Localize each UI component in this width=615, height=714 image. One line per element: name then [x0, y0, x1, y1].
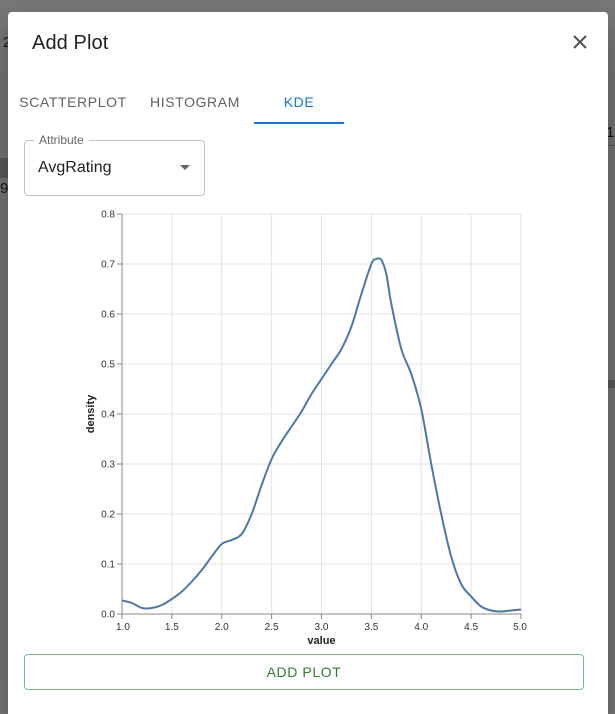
- chevron-down-icon: [180, 165, 190, 170]
- kde-density-line: [121, 257, 522, 613]
- y-tick-label: 0.0: [101, 610, 115, 621]
- add-plot-dialog: Add Plot SCATTERPLOT HISTOGRAM KDE Attri…: [8, 12, 608, 714]
- close-icon: [573, 35, 587, 49]
- tab-scatterplot[interactable]: SCATTERPLOT: [19, 94, 127, 110]
- add-plot-button[interactable]: ADD PLOT: [24, 654, 584, 690]
- tab-kde[interactable]: KDE: [283, 94, 315, 110]
- dialog-title: Add Plot: [32, 32, 109, 54]
- tab-indicator: [254, 122, 344, 124]
- x-tick-label: 2.5: [265, 622, 279, 633]
- close-button[interactable]: [566, 28, 594, 56]
- x-tick-label: 4.5: [464, 622, 478, 633]
- x-tick-label: 1.0: [116, 622, 130, 633]
- y-tick-label: 0.3: [101, 460, 115, 471]
- y-tick-label: 0.7: [101, 260, 115, 271]
- x-tick-label: 1.5: [165, 622, 179, 633]
- x-axis-title: value: [307, 635, 335, 647]
- x-tick-label: 2.0: [215, 622, 229, 633]
- x-tick-label: 4.0: [414, 622, 428, 633]
- y-axis-title: density: [85, 394, 97, 433]
- x-tick-label: 5.0: [513, 622, 527, 633]
- x-tick-label: 3.5: [364, 622, 378, 633]
- attribute-select[interactable]: Attribute AvgRating: [24, 133, 205, 196]
- kde-chart: 1.0 1.5 2.0 2.5 3.0 3.5 4.0 4.5 5.0 0.0 0.1 0.2 0.3 0…: [85, 210, 527, 648]
- y-tick-label: 0.6: [101, 310, 115, 321]
- y-tick-label: 0.8: [101, 210, 115, 221]
- y-tick-label: 0.4: [101, 410, 115, 421]
- y-tick-label: 0.5: [101, 360, 115, 371]
- x-tick-label: 3.0: [315, 622, 329, 633]
- attribute-select-label: Attribute: [34, 133, 89, 147]
- tab-histogram[interactable]: HISTOGRAM: [150, 94, 240, 110]
- y-tick-label: 0.1: [101, 560, 115, 571]
- y-tick-label: 0.2: [101, 510, 115, 521]
- plot-type-tabs: SCATTERPLOT HISTOGRAM KDE: [8, 80, 608, 124]
- attribute-select-value: AvgRating: [38, 159, 112, 176]
